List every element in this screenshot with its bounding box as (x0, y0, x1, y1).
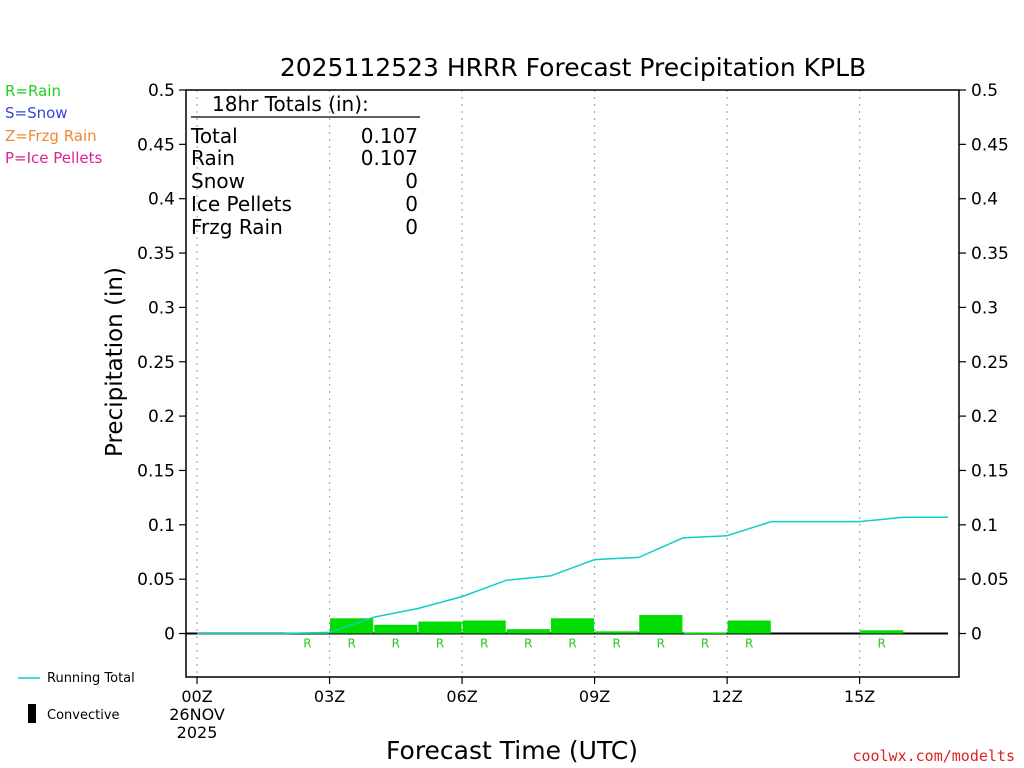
y-tick-label: 0.25 (137, 353, 175, 373)
precip-type-label: R (657, 637, 665, 651)
running-total-legend-label: Running Total (47, 671, 135, 686)
precip-bar (462, 620, 506, 634)
totals-label-total: Total (190, 124, 238, 148)
x-tick-label: 09Z (579, 687, 610, 706)
precip-type-label: R (347, 637, 355, 651)
y-tick-label: 0.4 (148, 190, 175, 210)
y-tick-label-right: 0.2 (971, 407, 998, 427)
y-tick-label: 0.5 (148, 81, 175, 101)
x-tick-label: 06Z (446, 687, 477, 706)
precip-type-label: R (612, 637, 620, 651)
y-tick-label-right: 0.35 (971, 244, 1009, 264)
y-tick-label-right: 0.15 (971, 461, 1009, 481)
precip-bar (374, 624, 418, 634)
totals-label-rain: Rain (191, 146, 235, 170)
totals-label-frzg-rain: Frzg Rain (191, 215, 283, 239)
precip-bar (330, 618, 374, 634)
convective-legend-swatch (28, 704, 36, 723)
plot-frame (185, 89, 960, 678)
chart-title: 2025112523 HRRR Forecast Precipitation K… (280, 53, 866, 82)
y-tick-label: 0.45 (137, 135, 175, 155)
y-tick-label-right: 0 (971, 625, 982, 645)
x-tick-label: 00Z (181, 687, 212, 706)
y-axis-label: Precipitation (in) (102, 267, 128, 457)
x-tick-label: 03Z (314, 687, 345, 706)
x-axis-label: Forecast Time (UTC) (386, 736, 638, 765)
convective-legend-label: Convective (47, 708, 120, 723)
precip-type-label: R (303, 637, 311, 651)
totals-box: 18hr Totals (in): Total 0.107 Rain 0.107… (190, 92, 420, 239)
y-tick-label-right: 0.5 (971, 81, 998, 101)
totals-heading: 18hr Totals (in): (212, 92, 369, 116)
y-tick-label: 0.05 (137, 570, 175, 590)
precip-bar (683, 632, 727, 634)
precip-type-legend: R=Rain S=Snow Z=Frzg Rain P=Ice Pellets (5, 82, 102, 167)
precip-type-label: R (701, 637, 709, 651)
y-axis-left: 0 0.05 0.1 0.15 0.2 0.25 0.3 0.35 0.4 0.45 0.5 (137, 81, 186, 645)
y-tick-label-right: 0.3 (971, 298, 998, 318)
y-tick-label: 0.3 (148, 298, 175, 318)
running-total-line (197, 516, 948, 635)
precip-type-label: R (436, 637, 444, 651)
precip-bar (550, 618, 595, 634)
legend-rain: R=Rain (5, 82, 61, 100)
precip-bar (860, 630, 904, 634)
x-tick-label: 26NOV (169, 705, 225, 724)
legend-snow: S=Snow (5, 104, 68, 122)
y-axis-right: 0 0.05 0.1 0.15 0.2 0.25 0.3 0.35 0.4 0.45 0.5 (959, 81, 1009, 645)
y-tick-label-right: 0.05 (971, 570, 1009, 590)
grid-lines (196, 90, 861, 677)
precip-bar (595, 631, 639, 634)
y-tick-label: 0.1 (148, 516, 175, 536)
y-tick-label-right: 0.4 (971, 190, 998, 210)
x-tick-label: 2025 (177, 723, 218, 742)
x-tick-label: 15Z (844, 687, 875, 706)
y-tick-label: 0.2 (148, 407, 175, 427)
totals-value-total: 0.107 (361, 124, 418, 148)
precip-type-label: R (524, 637, 532, 651)
totals-value-ice-pellets: 0 (405, 192, 418, 216)
totals-label-ice-pellets: Ice Pellets (191, 192, 292, 216)
precip-bar (727, 620, 771, 634)
totals-label-snow: Snow (191, 169, 245, 193)
x-tick-label: 12Z (711, 687, 742, 706)
precip-type-label: R (392, 637, 400, 651)
y-tick-label: 0.15 (137, 461, 175, 481)
y-tick-label-right: 0.1 (971, 516, 998, 536)
footer-credit: coolwx.com/modelts (852, 747, 1015, 765)
totals-value-rain: 0.107 (361, 146, 418, 170)
totals-value-frzg-rain: 0 (405, 215, 418, 239)
legend-ice-pellets: P=Ice Pellets (5, 149, 102, 167)
precip-type-label: R (745, 637, 753, 651)
y-tick-label: 0 (164, 625, 175, 645)
precip-bar (418, 621, 462, 634)
precip-bar (639, 615, 683, 634)
precip-bars (285, 615, 904, 634)
y-tick-label-right: 0.25 (971, 353, 1009, 373)
precip-bar (506, 629, 550, 634)
precip-type-label: R (878, 637, 886, 651)
y-tick-label-right: 0.45 (971, 135, 1009, 155)
precip-type-label: R (480, 637, 488, 651)
y-tick-label: 0.35 (137, 244, 175, 264)
precip-type-label: R (568, 637, 576, 651)
totals-value-snow: 0 (405, 169, 418, 193)
legend-frzg-rain: Z=Frzg Rain (5, 127, 97, 145)
line-legend: Running Total Convective (18, 671, 135, 723)
